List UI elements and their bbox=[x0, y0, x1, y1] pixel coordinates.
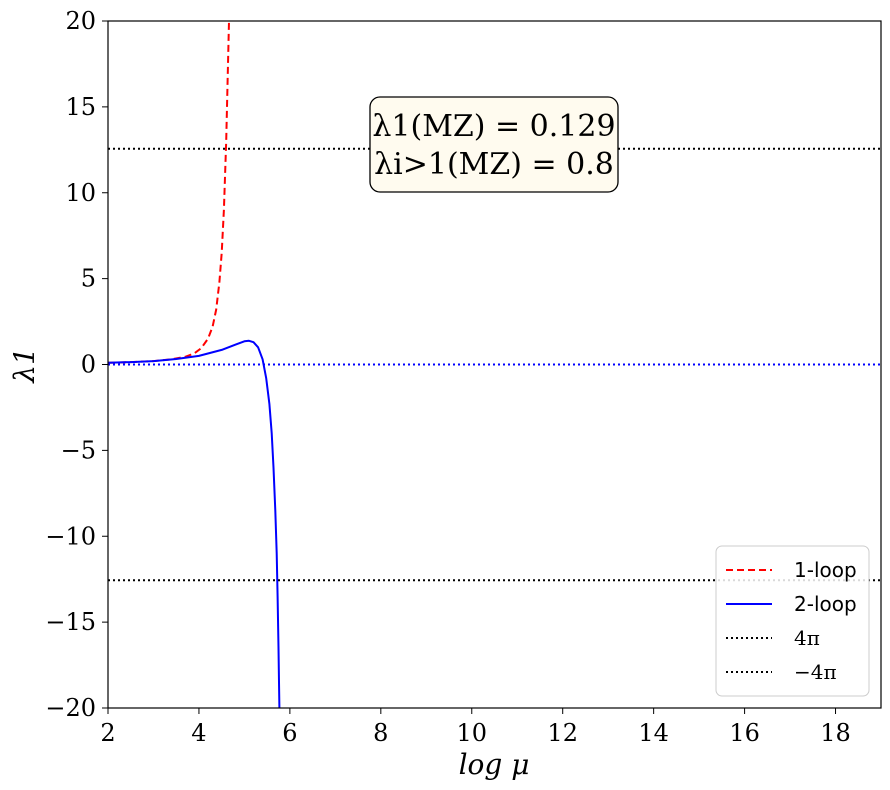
annotation-box: λ1(MZ) = 0.129 λi>1(MZ) = 0.8 bbox=[369, 96, 619, 193]
y-tick-label: 10 bbox=[65, 179, 96, 207]
y-axis-ticks: −20 −15 −10 −5 0 5 10 15 20 bbox=[45, 7, 108, 722]
y-tick-label: 20 bbox=[65, 7, 96, 35]
legend-label-0: 1-loop bbox=[794, 558, 857, 582]
y-tick-label: −15 bbox=[45, 608, 96, 636]
annotation-line-2: λi>1(MZ) = 0.8 bbox=[374, 147, 614, 182]
legend-label-2: 4π bbox=[794, 626, 820, 650]
y-tick-label: −20 bbox=[45, 694, 96, 722]
legend-label-1: 2-loop bbox=[794, 592, 857, 616]
x-tick-label: 6 bbox=[282, 719, 297, 747]
y-tick-label: −5 bbox=[61, 436, 96, 464]
y-tick-label: 0 bbox=[81, 351, 96, 379]
series-line-0 bbox=[108, 21, 230, 364]
x-tick-label: 8 bbox=[373, 719, 388, 747]
x-axis-label: log μ bbox=[459, 748, 530, 781]
series-line-1 bbox=[108, 339, 281, 708]
y-tick-label: 15 bbox=[65, 93, 96, 121]
x-tick-label: 14 bbox=[638, 719, 669, 747]
x-tick-label: 2 bbox=[100, 719, 115, 747]
legend-box bbox=[715, 545, 870, 697]
y-axis-label: λ1 bbox=[8, 347, 41, 384]
y-tick-label: −10 bbox=[45, 522, 96, 550]
y-tick-label: 5 bbox=[81, 265, 96, 293]
x-tick-label: 12 bbox=[547, 719, 578, 747]
x-tick-label: 4 bbox=[191, 719, 206, 747]
x-tick-label: 18 bbox=[820, 719, 851, 747]
x-tick-label: 16 bbox=[729, 719, 760, 747]
legend-label-3: −4π bbox=[794, 660, 837, 684]
x-axis-ticks: 2 4 6 8 10 12 14 16 18 bbox=[100, 708, 851, 747]
annotation-background bbox=[369, 96, 619, 193]
x-tick-label: 10 bbox=[456, 719, 487, 747]
annotation-line-1: λ1(MZ) = 0.129 bbox=[372, 109, 615, 144]
legend: 1-loop 2-loop 4π −4π bbox=[715, 545, 870, 697]
